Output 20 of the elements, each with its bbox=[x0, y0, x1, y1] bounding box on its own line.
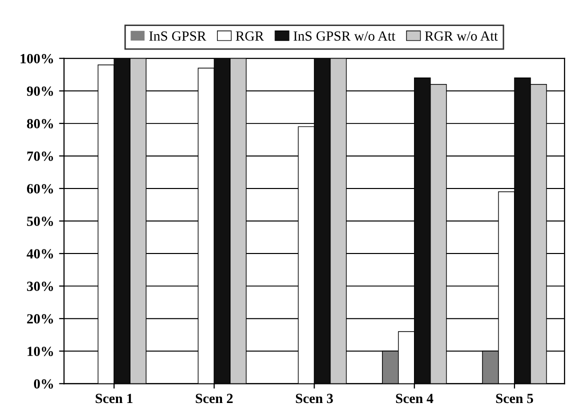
y-tick-label: 80% bbox=[26, 119, 53, 128]
legend-label: RGR w/o Att bbox=[424, 31, 498, 41]
x-tick-label: Scen 5 bbox=[496, 394, 534, 404]
y-tick-label: 60% bbox=[26, 184, 53, 194]
y-tick-label: 70% bbox=[27, 152, 53, 161]
x-tick-label: Scen 1 bbox=[96, 394, 132, 404]
legend-label: RGR bbox=[236, 31, 264, 41]
y-tick-label: 90% bbox=[26, 86, 53, 96]
x-tick-label: Scen 3 bbox=[296, 394, 333, 404]
y-tick-label: 50% bbox=[27, 216, 53, 226]
y-tick-label: 20% bbox=[27, 314, 53, 324]
legend-label: InS GPSR w/o Att bbox=[294, 31, 396, 41]
y-tick-label: 0% bbox=[34, 379, 53, 389]
x-tick-label: Scen 2 bbox=[196, 394, 233, 404]
legend-label: InS GPSR bbox=[149, 31, 206, 41]
y-tick-label: 100% bbox=[20, 54, 53, 64]
y-tick-label: 10% bbox=[28, 346, 53, 356]
y-tick-label: 40% bbox=[26, 249, 53, 259]
x-tick-label: Scen 4 bbox=[396, 394, 434, 404]
y-tick-label: 30% bbox=[27, 282, 53, 292]
